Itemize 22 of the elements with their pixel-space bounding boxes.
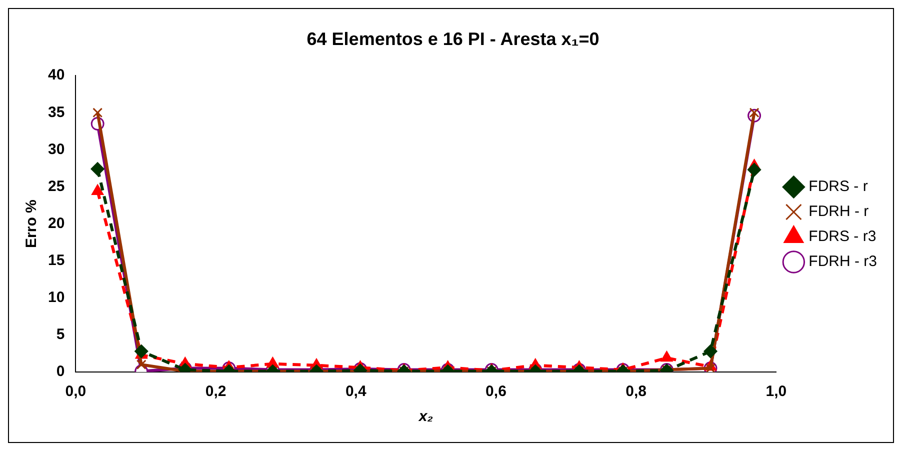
x-tick-label: 0,0	[65, 383, 86, 400]
y-tick-label: 35	[48, 104, 65, 121]
x-tick-label: 0,8	[626, 383, 647, 400]
y-tick-label: 15	[48, 252, 65, 269]
y-tick-label: 30	[48, 140, 65, 158]
legend-label: FDRS - r	[808, 178, 868, 196]
y-tick-label: 10	[48, 289, 65, 306]
y-tick-label: 5	[56, 326, 65, 344]
chart-title: 64 Elementos e 16 PI - Aresta x₁=0	[306, 28, 600, 49]
y-axis-title: Erro %	[23, 200, 40, 248]
y-tick-label: 40	[48, 66, 65, 84]
y-tick-label: 25	[48, 178, 65, 195]
x-axis-title: x₂	[418, 408, 434, 426]
x-tick-label: 0,2	[205, 383, 226, 400]
x-tick-label: 0,6	[486, 383, 506, 400]
x-tick-label: 1,0	[766, 383, 787, 400]
x-tick-label: 0,4	[345, 383, 367, 400]
y-tick-label: 20	[48, 214, 65, 232]
y-tick-label: 0	[56, 363, 65, 380]
legend-label: FDRH - r3	[808, 253, 877, 270]
legend-label: FDRS - r3	[808, 228, 876, 246]
legend-label: FDRH - r	[808, 203, 869, 220]
